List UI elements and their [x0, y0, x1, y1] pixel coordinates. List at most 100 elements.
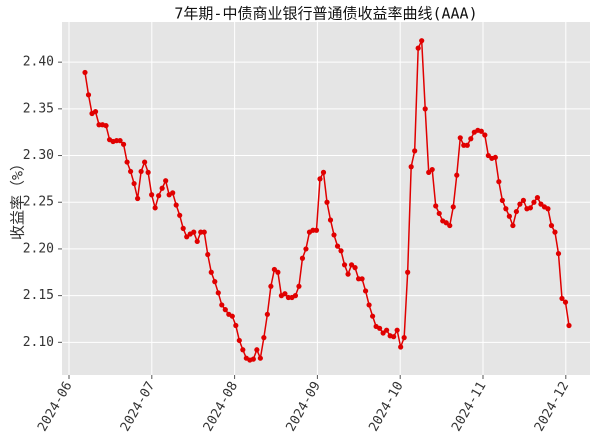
point [457, 135, 463, 141]
y-tick-label: 2.25 [23, 195, 54, 210]
y-tick-label: 2.35 [23, 101, 54, 116]
point [436, 210, 442, 217]
point [152, 205, 158, 211]
point [222, 307, 228, 313]
point [229, 313, 235, 319]
x-tick-label: 2024-11 [449, 379, 489, 434]
point [215, 290, 221, 296]
point [429, 166, 435, 173]
point [496, 179, 502, 185]
point [320, 169, 327, 175]
point [377, 325, 383, 331]
point [257, 355, 263, 361]
point [394, 327, 400, 333]
point [506, 213, 512, 219]
point [170, 190, 176, 196]
x-tick-label: 2024-07 [118, 379, 158, 434]
point [464, 142, 470, 148]
point [566, 322, 572, 329]
point [384, 327, 390, 333]
point [503, 206, 509, 212]
point [177, 212, 183, 218]
point [124, 159, 130, 165]
point [527, 205, 534, 211]
point [341, 262, 348, 268]
point [443, 220, 449, 226]
point [233, 322, 239, 329]
point [191, 229, 197, 235]
point [545, 206, 551, 212]
point [208, 269, 214, 275]
point [412, 148, 418, 154]
point [82, 69, 88, 76]
point [85, 92, 92, 98]
point [201, 229, 207, 235]
point [359, 276, 365, 282]
point [103, 123, 109, 129]
point [366, 302, 372, 308]
point [338, 248, 344, 254]
point [422, 106, 428, 112]
point [454, 172, 460, 178]
y-tick-label: 2.30 [23, 148, 54, 163]
point [131, 180, 137, 187]
point [180, 225, 186, 231]
point [120, 141, 127, 147]
point [240, 347, 246, 353]
point [415, 45, 421, 51]
point [345, 271, 351, 277]
y-tick-label: 2.15 [23, 288, 54, 303]
point [317, 176, 323, 182]
point [159, 185, 165, 191]
y-tick-label: 2.10 [23, 335, 54, 350]
point [559, 295, 565, 302]
point [313, 227, 320, 233]
chart-title: 7年期-中债商业银行普通债收益率曲线(AAA) [174, 5, 477, 23]
point [219, 302, 225, 308]
point [552, 229, 558, 235]
point [250, 356, 256, 362]
point [534, 194, 541, 201]
point [447, 222, 453, 229]
point [268, 283, 274, 289]
point [92, 109, 99, 115]
point [517, 201, 523, 207]
point [398, 344, 404, 350]
point [433, 203, 439, 209]
point [142, 159, 148, 165]
point [348, 262, 355, 268]
point [324, 199, 330, 205]
point [194, 238, 200, 245]
point [149, 192, 155, 198]
point [362, 288, 369, 294]
point [299, 255, 306, 261]
point [555, 250, 562, 257]
point [401, 335, 407, 341]
point [419, 38, 425, 44]
point [450, 204, 456, 210]
point [275, 269, 281, 275]
x-tick-label: 2024-10 [366, 379, 406, 434]
point [482, 132, 488, 138]
point [478, 128, 484, 134]
y-tick-label: 2.20 [23, 241, 54, 256]
point [135, 195, 141, 202]
point [352, 265, 358, 271]
point [303, 246, 309, 252]
point [212, 279, 218, 285]
point [205, 251, 211, 258]
point [538, 201, 544, 207]
point [184, 234, 190, 240]
point [499, 197, 505, 203]
point [513, 208, 519, 215]
point [520, 197, 527, 203]
point [264, 311, 270, 317]
point [138, 168, 144, 175]
point [296, 283, 302, 289]
point [236, 337, 242, 344]
point [327, 217, 334, 223]
point [117, 138, 123, 144]
point [562, 299, 569, 305]
point [173, 202, 179, 208]
